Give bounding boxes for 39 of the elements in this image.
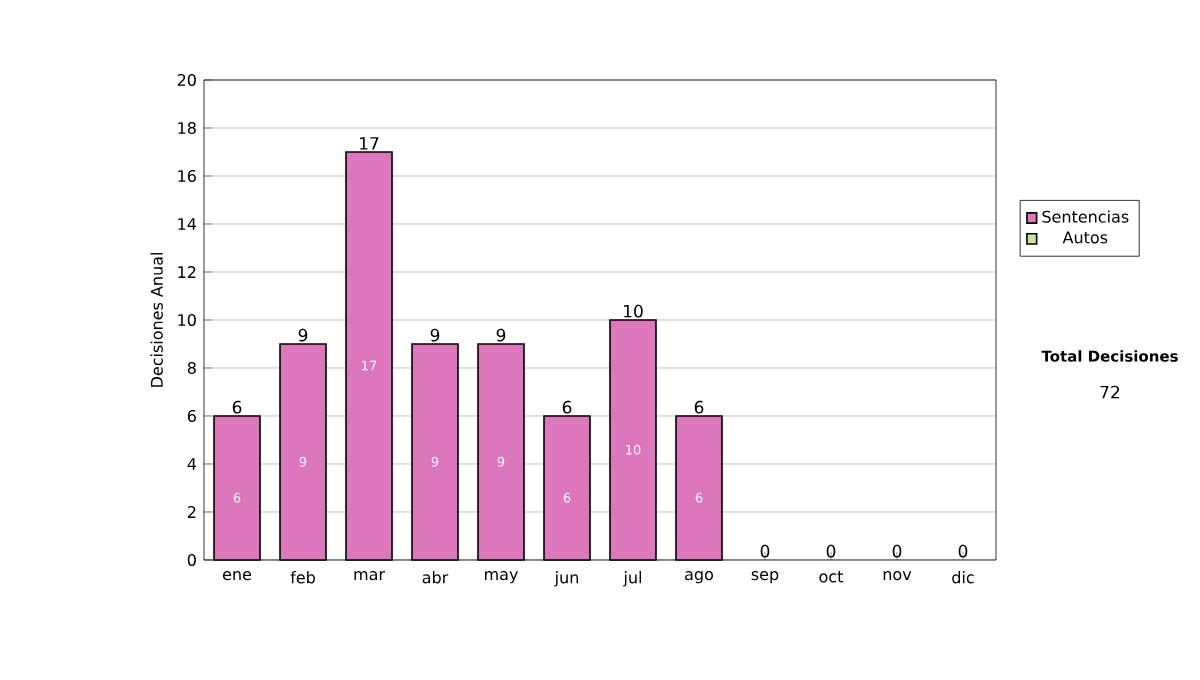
total-label: 6 — [232, 400, 242, 414]
x-tick-label: nov — [883, 571, 912, 581]
x-tick-label: ago — [685, 571, 713, 584]
x-tick-label: may — [485, 571, 518, 584]
total-label: 6 — [694, 400, 704, 414]
x-tick-label: oct — [819, 571, 844, 583]
total-label: 0 — [892, 544, 902, 558]
y-tick-label: 16 — [178, 169, 196, 183]
total-label: 10 — [624, 304, 643, 318]
y-axis-title: Decisiones Anual — [150, 253, 163, 387]
y-tick-label: 6 — [187, 409, 196, 423]
y-tick-label: 0 — [187, 553, 196, 567]
total-label: 9 — [298, 328, 308, 342]
y-tick-label: 8 — [187, 361, 196, 375]
legend-label: Sentencias — [1042, 210, 1129, 223]
x-tick-label: jul — [623, 571, 642, 587]
text: 72 — [1100, 385, 1120, 399]
x-tick-label: feb — [290, 571, 315, 584]
x-tick-label: ene — [222, 571, 252, 581]
x-tick-label: jun — [554, 571, 579, 587]
total-label: 0 — [958, 544, 968, 558]
y-tick-label: 2 — [187, 506, 196, 518]
total-label: 0 — [826, 544, 836, 558]
x-tick-label: dic — [952, 571, 974, 584]
total-label: 0 — [760, 544, 770, 558]
legend-label: Autos — [1062, 231, 1108, 244]
total-label: 17 — [360, 137, 379, 150]
y-tick-label: 14 — [178, 218, 197, 230]
y-tick-label: 10 — [178, 313, 196, 327]
x-tick-label: sep — [751, 571, 779, 584]
total-label: 9 — [430, 328, 440, 342]
total-label: 6 — [562, 400, 572, 414]
y-tick-label: 18 — [178, 121, 196, 135]
x-tick-label: abr — [422, 571, 449, 584]
y-tick-label: 20 — [177, 73, 196, 87]
y-tick-label: 4 — [187, 458, 197, 470]
y-tick-label: 12 — [178, 266, 196, 278]
x-tick-label: mar — [354, 571, 385, 581]
total-label: 9 — [496, 328, 506, 342]
